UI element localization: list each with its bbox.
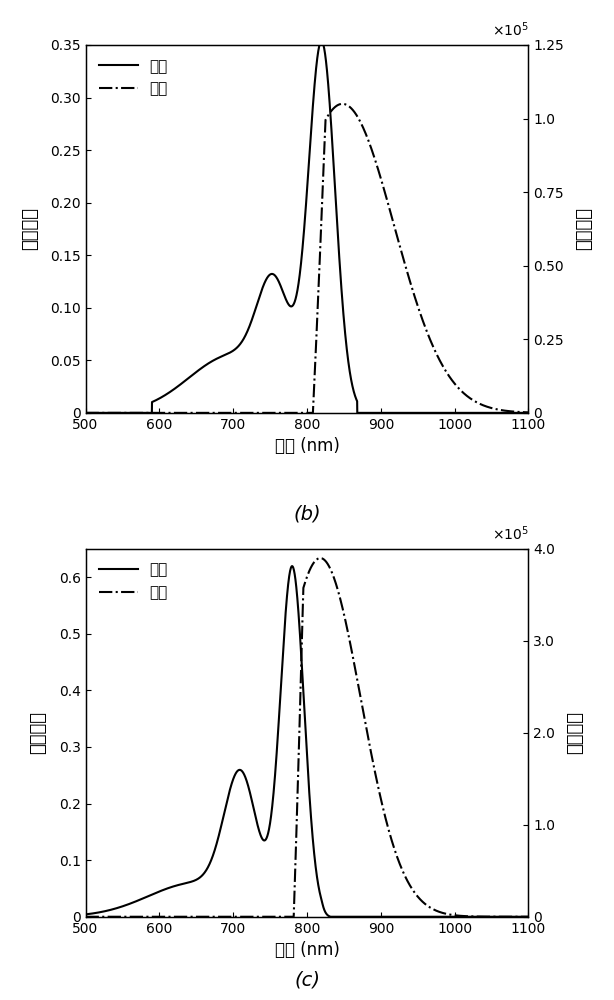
吸收 — [516, 911, 524, 923]
发射 — [252, 407, 259, 419]
吸收 — [158, 391, 166, 403]
Y-axis label: 吸收强度: 吸收强度 — [29, 711, 47, 754]
Line: 发射: 发射 — [85, 104, 529, 413]
发射 — [252, 911, 259, 923]
发射 — [525, 911, 532, 923]
吸收 — [271, 269, 278, 281]
吸收 — [82, 407, 89, 419]
发射 — [158, 911, 166, 923]
吸收 — [468, 407, 476, 419]
吸收 — [133, 407, 140, 419]
吸收 — [317, 35, 325, 47]
吸收 — [289, 560, 296, 572]
Text: (b): (b) — [293, 505, 321, 524]
吸收 — [516, 407, 524, 419]
吸收 — [327, 911, 335, 923]
吸收 — [468, 911, 476, 923]
吸收 — [158, 884, 166, 896]
发射 — [525, 406, 532, 418]
Line: 吸收: 吸收 — [85, 41, 529, 413]
发射 — [468, 910, 476, 922]
Text: $\times10^5$: $\times10^5$ — [492, 525, 529, 543]
Legend: 吸收, 发射: 吸收, 发射 — [93, 53, 174, 102]
发射 — [82, 407, 89, 419]
Y-axis label: 吸收强度: 吸收强度 — [21, 207, 39, 250]
发射 — [271, 911, 278, 923]
发射 — [271, 407, 278, 419]
X-axis label: 波长 (nm): 波长 (nm) — [274, 437, 340, 455]
X-axis label: 波长 (nm): 波长 (nm) — [274, 941, 340, 959]
发射 — [82, 911, 89, 923]
发射 — [516, 406, 524, 418]
发射 — [516, 911, 524, 923]
发射 — [133, 911, 140, 923]
Legend: 吸收, 发射: 吸收, 发射 — [93, 557, 174, 606]
Y-axis label: 荷光强度: 荷光强度 — [575, 207, 593, 250]
吸收 — [271, 775, 278, 787]
吸收 — [525, 911, 532, 923]
Y-axis label: 荷光强度: 荷光强度 — [567, 711, 585, 754]
吸收 — [252, 303, 259, 315]
吸收 — [82, 908, 89, 920]
发射 — [468, 394, 476, 406]
发射 — [317, 552, 324, 564]
吸收 — [133, 895, 140, 907]
吸收 — [525, 407, 532, 419]
Line: 吸收: 吸收 — [85, 566, 529, 917]
发射 — [133, 407, 140, 419]
吸收 — [252, 810, 259, 822]
发射 — [158, 407, 166, 419]
Text: $\times10^5$: $\times10^5$ — [492, 21, 529, 39]
发射 — [339, 98, 346, 110]
Text: (c): (c) — [294, 971, 320, 990]
Line: 发射: 发射 — [85, 558, 529, 917]
